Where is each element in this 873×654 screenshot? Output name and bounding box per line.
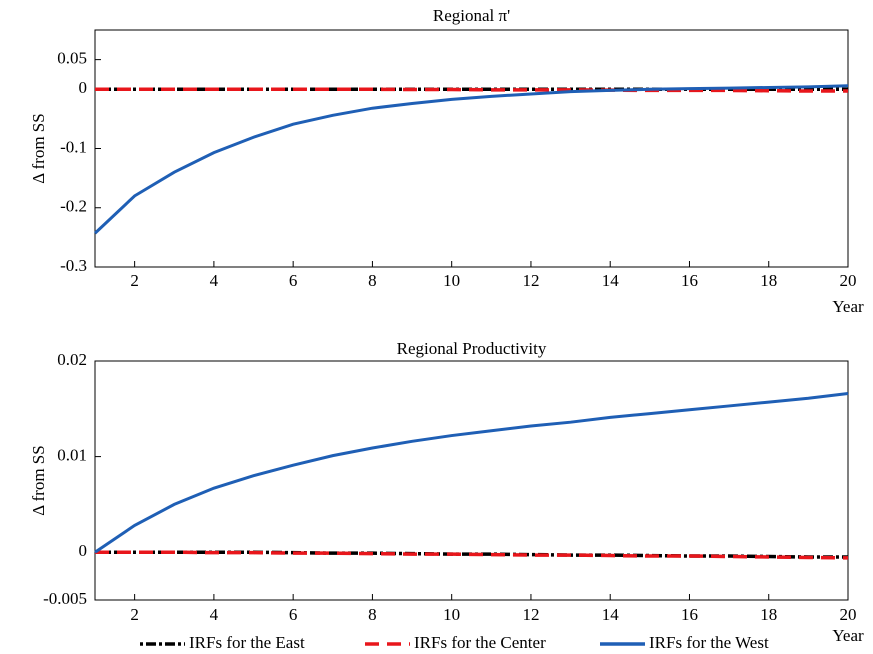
series-line: [93, 84, 849, 235]
x-tick-label: 4: [210, 271, 219, 290]
y-tick-label: 0.01: [57, 446, 87, 465]
series-line: [95, 550, 849, 560]
y-axis-label: Δ from SS: [29, 445, 48, 515]
plot-frame: [94, 29, 849, 268]
x-tick-label: 10: [443, 605, 460, 624]
series-line: [95, 87, 848, 93]
x-tick-label: 2: [130, 271, 139, 290]
x-tick-label: 12: [522, 605, 539, 624]
y-tick-label: 0: [79, 78, 88, 97]
chart-title: Regional π': [433, 6, 510, 25]
chart-title: Regional Productivity: [397, 339, 547, 358]
y-tick-label: 0.05: [57, 49, 87, 68]
x-tick-label: 14: [602, 271, 620, 290]
x-tick-label: 18: [760, 271, 777, 290]
x-tick-label: 10: [443, 271, 460, 290]
y-tick-label: 0: [79, 541, 88, 560]
x-tick-label: 20: [840, 271, 857, 290]
x-tick-label: 14: [602, 605, 620, 624]
x-tick-label: 8: [368, 271, 377, 290]
plot-frame: [94, 360, 849, 601]
x-axis-label: Year: [832, 297, 864, 316]
y-tick-label: -0.1: [60, 137, 87, 156]
legend-label: IRFs for the East: [189, 633, 305, 652]
x-tick-label: 4: [210, 605, 219, 624]
x-tick-label: 2: [130, 605, 139, 624]
y-tick-label: 0.02: [57, 350, 87, 369]
y-tick-label: -0.2: [60, 197, 87, 216]
x-axis-label: Year: [832, 626, 864, 645]
legend-label: IRFs for the West: [649, 633, 769, 652]
y-axis-label: Δ from SS: [29, 113, 48, 183]
y-tick-label: -0.005: [43, 589, 87, 608]
x-tick-label: 6: [289, 605, 298, 624]
y-tick-label: -0.3: [60, 256, 87, 275]
legend-label: IRFs for the Center: [414, 633, 546, 652]
x-tick-label: 8: [368, 605, 377, 624]
x-tick-label: 18: [760, 605, 777, 624]
x-tick-label: 16: [681, 605, 698, 624]
x-tick-label: 16: [681, 271, 698, 290]
series-line: [94, 392, 849, 554]
x-tick-label: 20: [840, 605, 857, 624]
x-tick-label: 12: [522, 271, 539, 290]
x-tick-label: 6: [289, 271, 298, 290]
